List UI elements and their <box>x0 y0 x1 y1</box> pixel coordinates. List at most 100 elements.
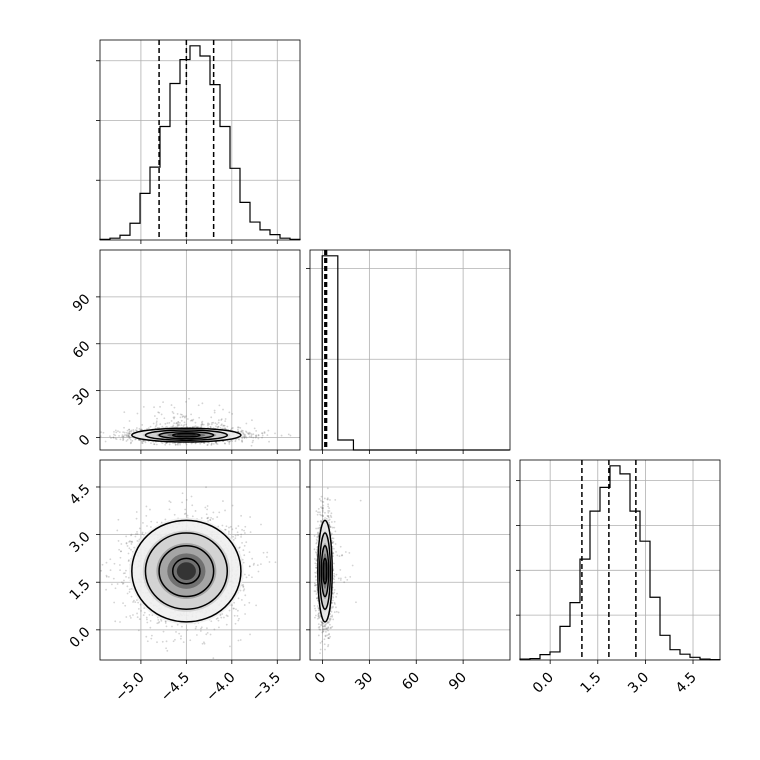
sample-point <box>245 422 248 425</box>
sample-point <box>217 421 220 424</box>
sample-point <box>226 615 229 618</box>
sample-point <box>137 629 140 632</box>
sample-point <box>240 599 243 601</box>
sample-point <box>243 433 246 436</box>
sample-point <box>211 421 213 424</box>
sample-point <box>274 561 277 564</box>
sample-point <box>164 518 167 521</box>
sample-point <box>177 423 180 426</box>
sample-point <box>223 427 226 430</box>
sample-point <box>109 569 112 572</box>
sample-point <box>172 442 174 445</box>
sample-point <box>207 422 209 425</box>
sample-point <box>104 440 107 443</box>
sample-point <box>263 432 266 434</box>
sample-point <box>153 443 156 446</box>
sample-point <box>229 645 231 648</box>
sample-point <box>156 521 159 524</box>
hist-step <box>99 45 301 241</box>
sample-point <box>224 418 227 420</box>
sample-point <box>218 626 220 629</box>
sample-point <box>245 576 248 579</box>
sample-point <box>112 436 115 439</box>
sample-point <box>123 426 125 429</box>
sample-point <box>206 443 209 446</box>
sample-point <box>141 441 143 444</box>
hist2d-panel-1-0 <box>98 249 301 451</box>
sample-point <box>164 443 167 446</box>
sample-point <box>181 501 184 504</box>
sample-point <box>239 426 242 429</box>
sample-point <box>128 420 131 422</box>
sample-point <box>220 616 223 619</box>
sample-point <box>242 586 245 588</box>
sample-point <box>222 424 225 427</box>
sample-point <box>176 422 179 425</box>
sample-point <box>151 614 154 616</box>
sample-point <box>190 419 193 422</box>
sample-point <box>194 425 197 428</box>
sample-point <box>174 443 177 446</box>
sample-point <box>98 442 100 444</box>
sample-point <box>200 421 203 424</box>
sample-point <box>223 616 225 619</box>
sample-point <box>232 607 235 610</box>
sample-point <box>210 416 213 419</box>
sample-point <box>243 435 246 438</box>
sample-point <box>251 557 254 560</box>
sample-point <box>261 436 263 439</box>
sample-point <box>179 413 182 416</box>
sample-point <box>200 423 203 426</box>
sample-point <box>145 616 148 619</box>
sample-point <box>244 613 246 615</box>
sample-point <box>87 608 89 610</box>
sample-point <box>191 425 194 428</box>
sample-point <box>139 603 142 606</box>
sample-point <box>207 424 209 427</box>
sample-point <box>176 413 179 415</box>
sample-point <box>197 404 200 407</box>
sample-point <box>130 587 133 590</box>
sample-point <box>127 576 130 579</box>
sample-point <box>156 641 158 644</box>
sample-point <box>217 619 220 622</box>
hist-panel-1 <box>306 249 511 451</box>
sample-point <box>229 440 231 443</box>
sample-point <box>231 427 234 429</box>
sample-point <box>136 530 138 533</box>
sample-point <box>237 597 240 600</box>
sample-point <box>171 625 173 628</box>
sample-point <box>155 423 158 426</box>
hist-panel-0 <box>96 39 301 241</box>
sample-point <box>172 425 174 428</box>
contour-line <box>171 432 201 438</box>
sample-point <box>128 591 131 593</box>
sample-point <box>174 426 177 429</box>
sample-point <box>243 434 246 437</box>
sample-point <box>116 529 119 532</box>
sample-point <box>180 635 182 638</box>
sample-point <box>145 514 148 517</box>
sample-point <box>135 427 138 429</box>
sample-point <box>129 540 131 542</box>
sample-point <box>217 425 220 428</box>
contour-line <box>158 430 215 440</box>
sample-point <box>146 640 149 643</box>
sample-point <box>176 623 179 626</box>
sample-point <box>274 432 276 435</box>
sample-point <box>165 625 168 628</box>
sample-point <box>240 430 243 433</box>
sample-point <box>232 535 235 538</box>
sample-point <box>228 441 231 444</box>
sample-point <box>161 425 164 428</box>
sample-point <box>134 535 137 538</box>
sample-point <box>247 432 249 435</box>
sample-point <box>254 436 257 439</box>
sample-point <box>130 540 132 543</box>
sample-point <box>190 442 193 445</box>
sample-point <box>210 423 213 426</box>
sample-point <box>215 441 218 444</box>
sample-point <box>245 436 248 439</box>
sample-point <box>126 545 129 547</box>
panel-frame <box>99 39 301 241</box>
